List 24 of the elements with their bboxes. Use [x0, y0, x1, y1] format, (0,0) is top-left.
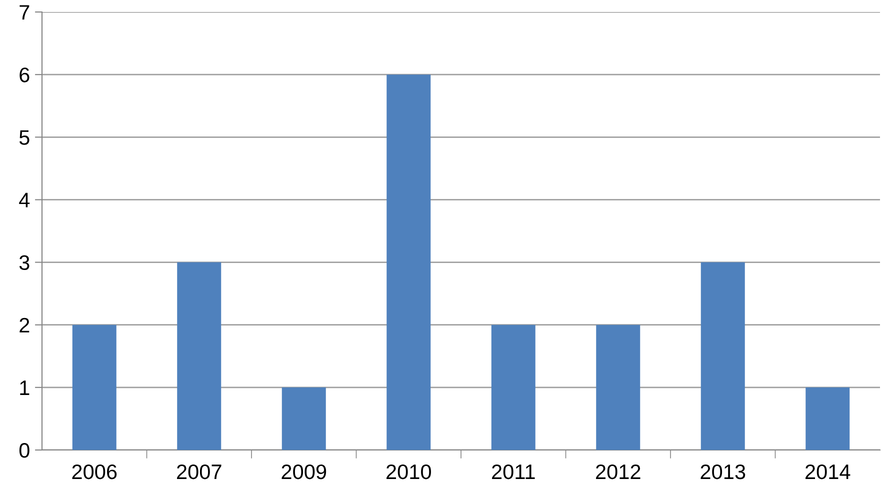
y-tick-label: 0 — [19, 443, 30, 458]
x-tick-label: 2011 — [492, 464, 535, 480]
x-tick-label: 2013 — [700, 464, 746, 480]
bar — [282, 387, 326, 450]
y-tick-label: 4 — [19, 192, 30, 208]
y-tick-label: 3 — [19, 255, 30, 270]
x-tick-label: 2007 — [177, 464, 222, 480]
y-tick-label: 1 — [20, 380, 30, 395]
bar — [177, 262, 222, 450]
x-tick-label: 2009 — [282, 464, 326, 480]
x-tick-label: 2010 — [386, 464, 431, 480]
bar — [596, 324, 640, 450]
y-tick-label: 7 — [20, 5, 30, 20]
y-tick-label: 6 — [20, 68, 30, 82]
bar — [386, 74, 431, 450]
x-tick-label: 2006 — [72, 464, 117, 480]
y-tick-label: 2 — [20, 318, 30, 332]
bar — [491, 324, 536, 450]
y-tick-label: 5 — [19, 130, 30, 145]
x-tick-label: 2012 — [596, 464, 640, 480]
x-tick-label: 2014 — [806, 464, 850, 480]
bar — [72, 324, 116, 450]
bar — [700, 262, 745, 450]
bar — [806, 387, 850, 450]
